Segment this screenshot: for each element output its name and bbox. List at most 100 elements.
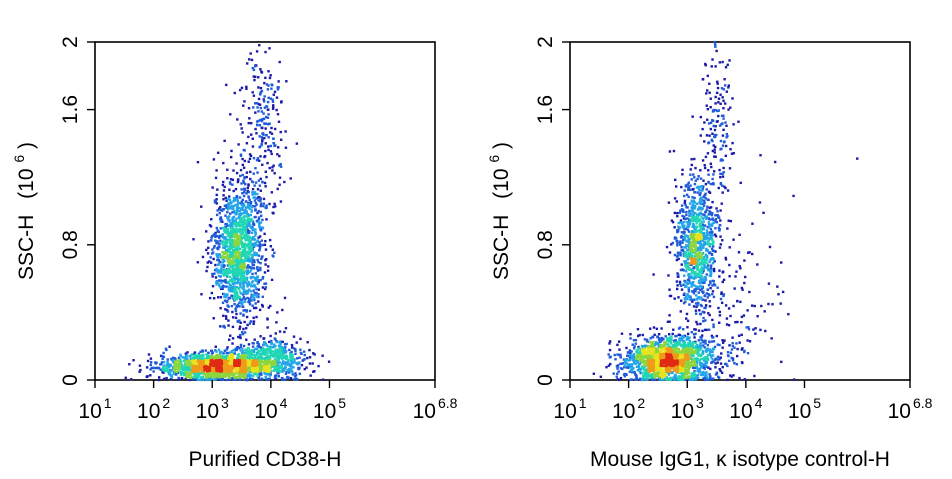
data-point	[224, 315, 228, 318]
data-point	[241, 250, 244, 254]
data-point	[243, 249, 247, 252]
data-point	[724, 66, 728, 69]
data-point	[184, 366, 187, 369]
data-point	[234, 348, 237, 351]
data-point	[171, 356, 175, 360]
data-point	[210, 358, 214, 362]
data-point	[248, 198, 251, 202]
data-point	[240, 232, 243, 236]
x-tick-label: 10 4	[254, 395, 287, 423]
data-point	[229, 224, 232, 227]
data-point	[251, 298, 254, 302]
data-point	[216, 353, 220, 357]
data-point	[856, 157, 859, 160]
data-point	[261, 346, 265, 350]
data-point	[248, 230, 251, 233]
data-point	[255, 287, 258, 291]
data-point	[268, 374, 272, 377]
data-point	[276, 354, 279, 357]
data-point	[241, 302, 244, 305]
data-point	[245, 327, 248, 330]
data-point	[722, 106, 725, 110]
data-point	[255, 253, 259, 257]
data-point	[217, 348, 221, 352]
data-point	[223, 251, 226, 254]
data-point	[699, 169, 702, 172]
data-point	[707, 169, 710, 172]
data-point	[233, 277, 237, 280]
data-point	[275, 356, 278, 359]
data-point	[668, 320, 671, 323]
data-point	[691, 205, 694, 208]
data-point	[718, 367, 721, 371]
data-point	[681, 223, 684, 226]
data-point	[746, 351, 750, 355]
data-point	[234, 251, 237, 254]
data-point	[719, 182, 723, 186]
data-point	[198, 364, 201, 368]
data-point	[254, 127, 257, 131]
data-point	[235, 195, 238, 199]
data-point	[727, 324, 731, 327]
data-point	[229, 356, 233, 360]
data-point	[248, 309, 252, 313]
data-point	[631, 367, 634, 371]
y-tick-label: 0	[59, 374, 82, 386]
data-point	[187, 365, 191, 369]
data-point	[288, 364, 292, 367]
data-point	[672, 149, 676, 153]
data-point	[254, 286, 258, 289]
data-point	[226, 354, 229, 358]
data-point	[710, 253, 714, 256]
data-point	[241, 350, 245, 353]
data-point	[217, 274, 221, 278]
data-point	[686, 183, 689, 186]
data-point	[762, 211, 765, 215]
data-point	[225, 373, 228, 377]
data-point	[703, 121, 706, 124]
data-point	[275, 366, 278, 369]
data-point	[218, 211, 221, 215]
data-point	[235, 312, 238, 316]
data-point	[231, 225, 234, 229]
data-point	[705, 350, 708, 353]
data-point	[242, 268, 245, 271]
data-point	[268, 76, 272, 80]
data-point	[222, 369, 226, 373]
data-point	[243, 159, 247, 163]
data-point	[689, 168, 692, 171]
data-point	[238, 262, 241, 266]
data-point	[226, 346, 229, 349]
data-point	[698, 309, 701, 312]
data-point	[653, 378, 656, 382]
data-point	[252, 306, 256, 310]
data-point	[245, 175, 248, 179]
data-point	[253, 298, 256, 302]
data-point	[195, 367, 198, 370]
data-point	[759, 154, 762, 157]
x-tick-label: 10 6.8	[413, 395, 458, 423]
data-point	[243, 226, 246, 229]
data-point	[712, 323, 715, 326]
data-point	[234, 258, 238, 262]
data-point	[173, 360, 177, 363]
data-point	[258, 184, 262, 187]
data-point	[178, 365, 181, 368]
data-point	[696, 343, 699, 347]
data-point	[186, 372, 190, 375]
data-point	[223, 326, 226, 329]
data-point	[681, 241, 684, 244]
data-point	[258, 243, 262, 246]
data-point	[710, 65, 713, 68]
x-tick-label: 10 1	[78, 395, 111, 423]
data-point	[237, 241, 240, 244]
data-point	[718, 321, 721, 324]
data-point	[694, 312, 698, 315]
data-point	[209, 356, 213, 359]
data-point	[691, 231, 695, 235]
data-point	[228, 181, 232, 184]
data-point	[254, 253, 258, 257]
data-point	[258, 249, 261, 252]
data-point	[249, 290, 253, 293]
data-point	[297, 367, 300, 370]
